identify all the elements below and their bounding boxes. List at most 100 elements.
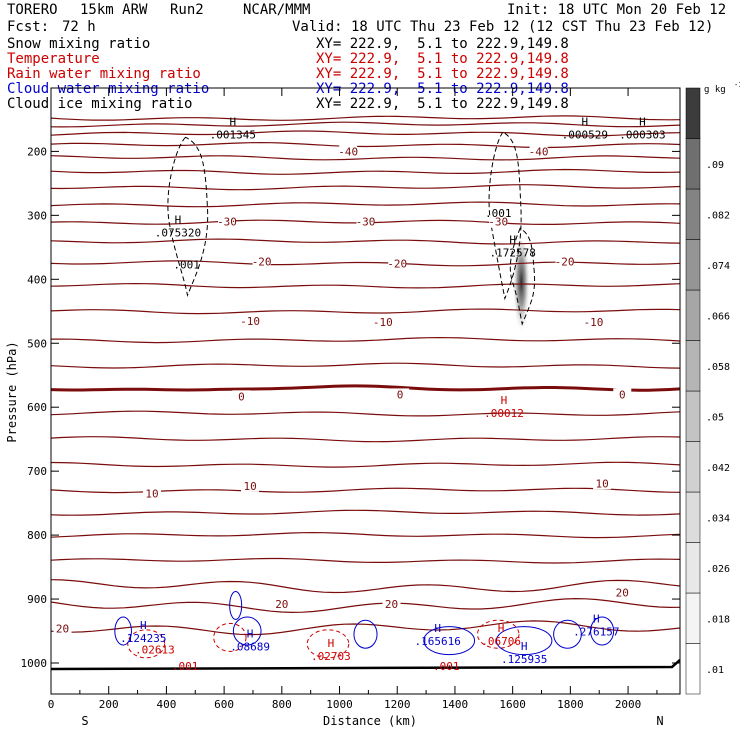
y-tick-label: 700 (27, 465, 47, 478)
colorbar-tick-label: .042 (706, 463, 730, 474)
x-axis-title: Distance (km) (323, 714, 417, 728)
isotherm-line (51, 509, 680, 516)
temperature-label: 0 (397, 388, 404, 401)
x-tick-label: 600 (214, 698, 234, 711)
isotherm-line (51, 184, 680, 191)
model-name: TORERO (7, 2, 58, 18)
field-name-rain: Rain water mixing ratio (7, 66, 201, 82)
isotherm-line (51, 410, 680, 417)
cloud-water-contour (553, 619, 582, 649)
x-tick-label: 1800 (557, 698, 584, 711)
maximum-marker: H (639, 116, 646, 129)
y-tick-label: 400 (27, 273, 47, 286)
maximum-marker: H (175, 214, 182, 227)
isotherm-line (51, 384, 680, 392)
temperature-label: 10 (145, 488, 158, 501)
maximum-marker: H (229, 116, 236, 129)
maximum-value: .02613 (135, 644, 175, 657)
forecast-hour: 72 h (62, 19, 96, 35)
temperature-label: 20 (616, 587, 629, 600)
colorbar-tick-label: .05 (706, 412, 724, 423)
isotherm-line (51, 282, 680, 289)
x-tick-label: 1600 (499, 698, 526, 711)
x-tick-label: 800 (272, 698, 292, 711)
isotherm-line (51, 260, 680, 267)
label-bg (388, 257, 407, 270)
isotherm-line (51, 336, 680, 344)
maximum-value: .000303 (619, 129, 665, 142)
rain-contour (127, 629, 166, 659)
colorbar-tick-label: .074 (706, 261, 730, 272)
label-bg (272, 598, 291, 611)
label-bg (613, 586, 632, 599)
colorbar-segment (685, 542, 701, 594)
maximum-value: .06706 (481, 635, 521, 648)
temperature-label: 20 (275, 598, 288, 611)
snow-contour-left (167, 136, 209, 298)
terrain-line (51, 659, 680, 671)
cloud-water-contour (229, 590, 243, 620)
colorbar-segment (685, 340, 701, 392)
colorbar-segment (685, 643, 701, 695)
label-bg (232, 390, 251, 403)
label-bg (241, 479, 260, 492)
colorbar-segment (685, 188, 701, 240)
maximum-marker: H (498, 622, 505, 635)
isotherm-line (51, 620, 680, 636)
x-tick-label: 0 (48, 698, 55, 711)
label-bg (339, 145, 358, 158)
x-tick-label: 2000 (615, 698, 642, 711)
colorbar-tick-label: .01 (706, 665, 724, 676)
temperature-label: -10 (240, 315, 260, 328)
isotherm-line (51, 115, 680, 121)
south-end-label: S (81, 714, 88, 728)
x-tick-label: 1000 (326, 698, 353, 711)
cloud-water-contour (495, 626, 553, 656)
temperature-label: -30 (488, 216, 508, 229)
maximum-marker: H (593, 613, 600, 626)
isotherm-line (51, 461, 680, 468)
maximum-value: .165616 (414, 635, 460, 648)
plot-area-group: -40 -40 -30 -30 -30 -20 -20 -20 -10 -10 -10 0 0 0 10 10… (51, 115, 680, 673)
x-tick-label: 200 (99, 698, 119, 711)
colorbar-unit: g kg (704, 85, 726, 95)
maximum-marker: H (434, 622, 441, 635)
colorbar-segment (685, 87, 701, 139)
temperature-label: -30 (217, 216, 237, 229)
colorbar-segment (685, 592, 701, 644)
label-bg (53, 622, 72, 635)
colorbar-segment (685, 491, 701, 543)
temperature-label: -40 (338, 145, 358, 158)
colorbar-unit-exponent: -1 (734, 81, 740, 89)
temperature-label: -10 (373, 316, 393, 329)
colorbar-tick-label: .058 (706, 362, 730, 373)
maximum-marker: H (509, 233, 516, 246)
temperature-label: -30 (356, 216, 376, 229)
colorbar-segment (685, 441, 701, 493)
maximum-value: .172578 (489, 246, 535, 259)
maximum-marker: H (328, 637, 335, 650)
colorbar-segment (685, 138, 701, 190)
cloud-water-contour (114, 616, 132, 646)
isotherm-line (51, 557, 680, 564)
y-tick-label: 200 (27, 145, 47, 158)
temperature-label: 20 (56, 622, 69, 635)
maximum-marker: H (581, 116, 588, 129)
colorbar-tick-label: .082 (706, 210, 730, 221)
temperature-label: 0 (238, 390, 245, 403)
snow-contour-right (488, 131, 522, 301)
label-bg (613, 388, 632, 401)
temperature-label: -10 (584, 316, 604, 329)
label-bg (391, 388, 410, 401)
field-name-cloud-water: Cloud water mixing ratio (7, 81, 210, 97)
valid-time: Valid: 18 UTC Thu 23 Feb 12 (12 CST Thu … (292, 19, 714, 35)
label-bg (555, 255, 574, 268)
maximum-value: .125935 (501, 653, 547, 666)
maximum-value: .08689 (230, 640, 270, 653)
temperature-label: -20 (387, 257, 407, 270)
isotherm-line (51, 201, 680, 208)
label-bg (142, 487, 161, 500)
isotherm-line (51, 130, 680, 137)
colorbar-tick-label: .026 (706, 564, 730, 575)
colorbar-tick-label: .066 (706, 311, 730, 322)
